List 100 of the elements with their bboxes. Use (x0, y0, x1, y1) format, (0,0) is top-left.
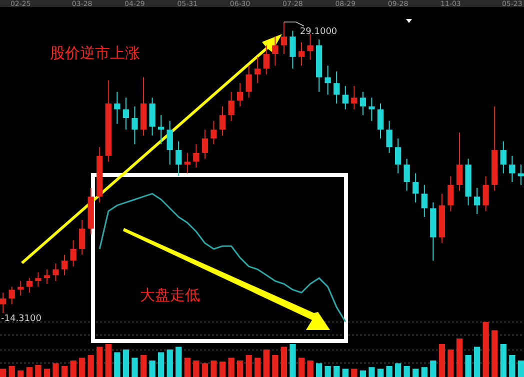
bar (438, 344, 446, 377)
candlestick (210, 120, 217, 145)
bar (0, 368, 6, 377)
bar (263, 350, 270, 377)
candlestick (500, 140, 506, 174)
bar (421, 367, 428, 377)
candlestick (404, 158, 410, 192)
bar (465, 355, 472, 377)
bar (176, 346, 182, 377)
candlestick (272, 36, 278, 66)
candlestick (0, 292, 6, 314)
bar (236, 360, 244, 377)
bar (246, 355, 252, 377)
bar (26, 367, 32, 377)
bar (290, 344, 296, 377)
bar (307, 360, 314, 377)
bar (456, 338, 463, 377)
candlestick (236, 82, 244, 107)
candlestick (254, 56, 261, 84)
candlestick (324, 65, 331, 96)
candlestick (78, 219, 86, 256)
candlestick (35, 272, 42, 288)
candlestick (202, 129, 208, 160)
bar (61, 366, 68, 377)
bar (202, 363, 208, 377)
bar (368, 367, 375, 377)
bar (377, 368, 384, 377)
candlestick (176, 140, 182, 177)
bar (219, 362, 226, 377)
candlestick (184, 152, 190, 174)
candlestick (8, 286, 15, 305)
annotation: 股价逆市上涨 (50, 44, 140, 62)
candlestick (70, 240, 76, 267)
bar (35, 364, 42, 377)
bar (474, 346, 480, 377)
bar (228, 358, 234, 377)
candlestick (166, 120, 173, 166)
bar (105, 344, 112, 377)
bar (351, 368, 358, 377)
bar (158, 352, 164, 377)
candlestick (482, 176, 489, 212)
annotation: 大盘走低 (140, 286, 200, 304)
candlestick (386, 120, 392, 154)
candlestick (193, 144, 200, 168)
bar (88, 355, 94, 377)
bar (272, 355, 278, 377)
bar (324, 366, 331, 377)
candlestick (149, 97, 156, 136)
candlestick (61, 254, 68, 276)
candlestick (290, 30, 296, 70)
bar (492, 330, 498, 377)
candlestick (52, 263, 59, 282)
bar (298, 358, 305, 377)
candlestick (360, 91, 366, 116)
candlestick (368, 97, 375, 122)
bar (18, 370, 24, 377)
candlestick (474, 187, 480, 215)
bar (280, 346, 288, 377)
bar (342, 368, 348, 377)
bar (122, 350, 130, 377)
bar (166, 350, 173, 377)
candlestick (412, 172, 419, 203)
bar (70, 360, 76, 377)
bar (254, 358, 261, 377)
candlestick (228, 91, 234, 122)
candlestick (298, 42, 305, 66)
candlestick (122, 97, 130, 130)
bar (430, 360, 436, 377)
bar (509, 355, 516, 377)
bar (386, 366, 392, 377)
bar (360, 370, 366, 377)
candlestick (456, 132, 463, 192)
bar (448, 350, 454, 377)
bar (78, 358, 86, 377)
candlestick (307, 33, 314, 60)
bar (149, 360, 156, 377)
candlestick (351, 86, 358, 110)
bar (140, 355, 147, 377)
bar (394, 363, 402, 377)
bar (482, 322, 489, 377)
candlestick (421, 184, 428, 218)
candlestick (377, 102, 384, 139)
candlestick (509, 155, 516, 183)
annotation: -14.3100 (1, 314, 42, 324)
bar (500, 344, 506, 377)
candlestick (132, 106, 138, 145)
candlestick (342, 86, 348, 110)
bar (44, 368, 50, 377)
bar (52, 363, 59, 377)
bar (404, 366, 410, 377)
candlestick (219, 106, 226, 136)
bar (412, 368, 419, 377)
candlestick (26, 278, 32, 294)
bar (193, 360, 200, 377)
candlestick (334, 70, 340, 104)
bar (210, 360, 217, 377)
candlestick (44, 268, 50, 284)
candlestick (114, 91, 120, 124)
bar (316, 363, 322, 377)
candlestick (263, 44, 270, 75)
